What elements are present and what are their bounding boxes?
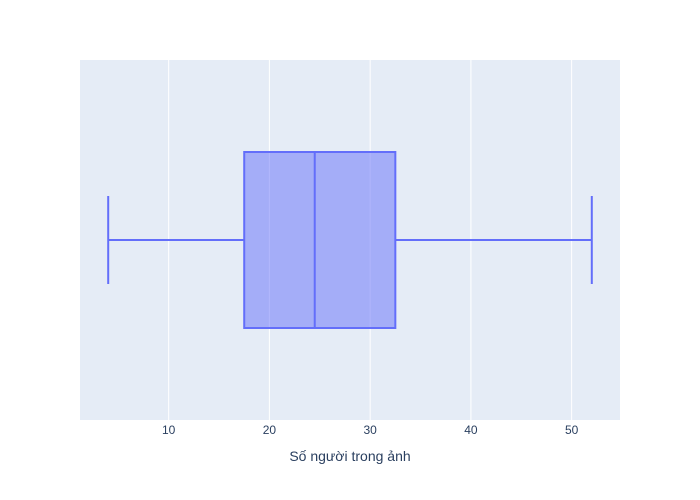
box-iqr <box>243 151 397 329</box>
x-tick-label: 50 <box>565 423 579 437</box>
x-tick-label: 40 <box>464 423 478 437</box>
x-tick-label: 20 <box>263 423 277 437</box>
x-tick-label: 10 <box>162 423 176 437</box>
box-series <box>107 151 593 329</box>
x-axis-title: Số người trong ảnh <box>289 448 410 464</box>
x-tick-label: 30 <box>363 423 377 437</box>
x-axis-ticks: 10 20 30 40 50 <box>162 423 579 437</box>
